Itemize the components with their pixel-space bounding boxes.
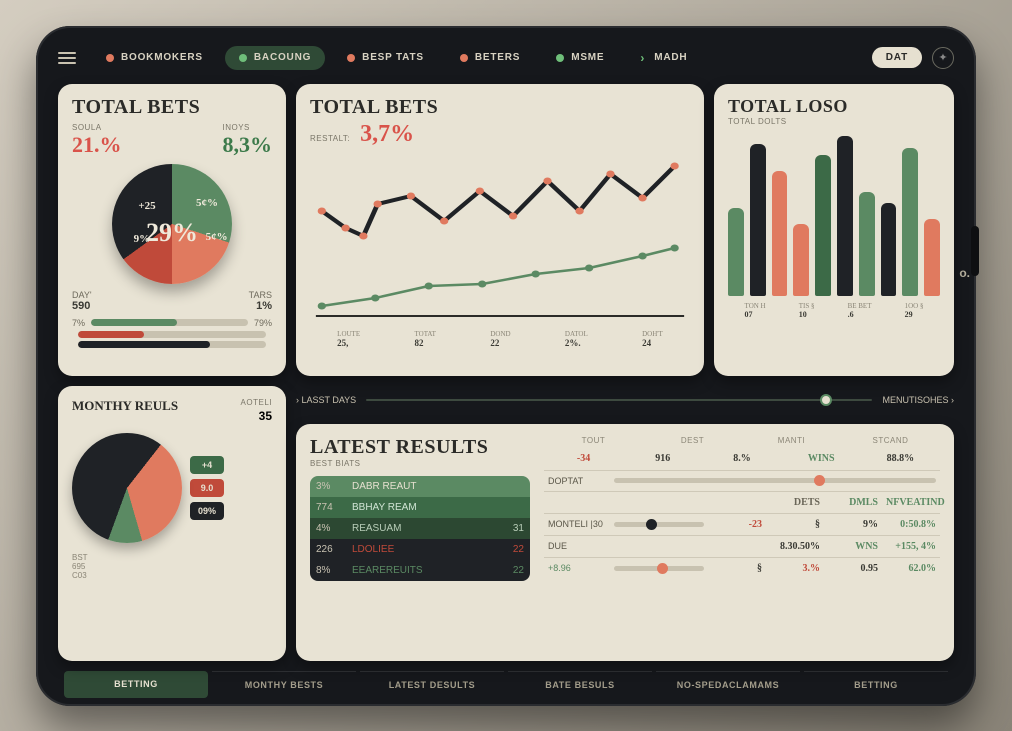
card-title: LATEST RESULTS <box>310 436 530 459</box>
bottom-tab[interactable]: NO-SPEDACLAMAMS <box>656 671 800 698</box>
chip-list: +49.009% <box>190 456 224 520</box>
nav-pill[interactable]: MADH <box>626 46 701 70</box>
card-title: TOTAL BETS <box>310 96 438 119</box>
stat-row: +8.96§3.%0.9562.0% <box>544 557 940 579</box>
table-row[interactable]: 4%REASUAM31 <box>310 518 530 539</box>
nav-pill[interactable]: BACOUNG <box>225 46 325 70</box>
bottom-tabs: BETTINGMONTHY BESTSLATEST DESULTSBATE BE… <box>58 671 954 698</box>
stat-row: DOPTAT <box>544 470 940 491</box>
bottom-tab[interactable]: LATEST DESULTS <box>360 671 504 698</box>
dashboard-frame: o. BOOKMOKERS BACOUNG BESP TATS BETERS MSME M… <box>36 26 976 706</box>
bar-chart <box>728 136 940 296</box>
nav-pill[interactable]: BESP TATS <box>333 46 438 70</box>
total-bets-line-card: TOTAL BETS RESTALT: 3,7% LOUTE25,TOTAT82… <box>296 84 704 376</box>
monthly-results-card: MONTHY REULS AOTELI35 +49.009% BST695C03 <box>58 386 286 661</box>
table-row[interactable]: 774BBHAY REAM <box>310 497 530 518</box>
stat-row: DUE8.30.50%WNS+155, 4% <box>544 535 940 557</box>
card-title: MONTHY REULS <box>72 398 178 414</box>
settings-icon[interactable]: ✦ <box>932 47 954 69</box>
cta-button[interactable]: DAT <box>872 47 922 68</box>
bottom-tab[interactable]: BETTING <box>64 671 208 698</box>
time-slider[interactable]: › LASST DAYS MENUTISOHES › <box>296 386 954 414</box>
pie-chart: 29%+255¢%5¢%9% <box>112 164 232 284</box>
top-nav: BOOKMOKERS BACOUNG BESP TATS BETERS MSME MADH… <box>58 42 954 84</box>
bottom-tab[interactable]: BETTING <box>804 671 948 698</box>
nav-pill[interactable]: MSME <box>542 46 618 70</box>
slider-thumb[interactable] <box>820 394 832 406</box>
pie-chart <box>72 433 182 543</box>
bottom-tab[interactable]: BATE BESULS <box>508 671 652 698</box>
bottom-tab[interactable]: MONTHY BESTS <box>212 671 356 698</box>
line-chart <box>304 156 696 326</box>
stat-row: MONTELI |30-23§9%0:50.8% <box>544 513 940 535</box>
table-row[interactable]: 3%DABR REAUT <box>310 476 530 497</box>
nav-pill[interactable]: BOOKMOKERS <box>92 46 217 70</box>
device-notch <box>971 226 979 276</box>
card-title: TOTAL BETS <box>72 96 272 119</box>
stat-row: DETSDMLSNFVEATIND <box>544 491 940 513</box>
table-row[interactable]: 226LDOLIEE22 <box>310 539 530 560</box>
total-loso-bar-card: TOTAL LOSO TOTAL DOLTS TON H07TIS §10BE … <box>714 84 954 376</box>
hamburger-icon[interactable] <box>58 52 76 64</box>
stat-value: 3,7% <box>360 121 414 148</box>
card-title: TOTAL LOSO <box>728 96 940 117</box>
nav-pill[interactable]: BETERS <box>446 46 534 70</box>
latest-results-card: LATEST RESULTS BEST BIATS 3%DABR REAUT77… <box>296 424 954 661</box>
stat-value: 8,3% <box>223 132 273 158</box>
total-bets-pie-card: TOTAL BETS SOULA21.% INOYS8,3% 29%+255¢%… <box>58 84 286 376</box>
side-indicator: o. <box>959 266 970 280</box>
table-row[interactable]: 8%EEAREREUITS22 <box>310 560 530 581</box>
results-table: 3%DABR REAUT774BBHAY REAM4%REASUAM31226L… <box>310 476 530 581</box>
stat-value: 21.% <box>72 132 122 158</box>
